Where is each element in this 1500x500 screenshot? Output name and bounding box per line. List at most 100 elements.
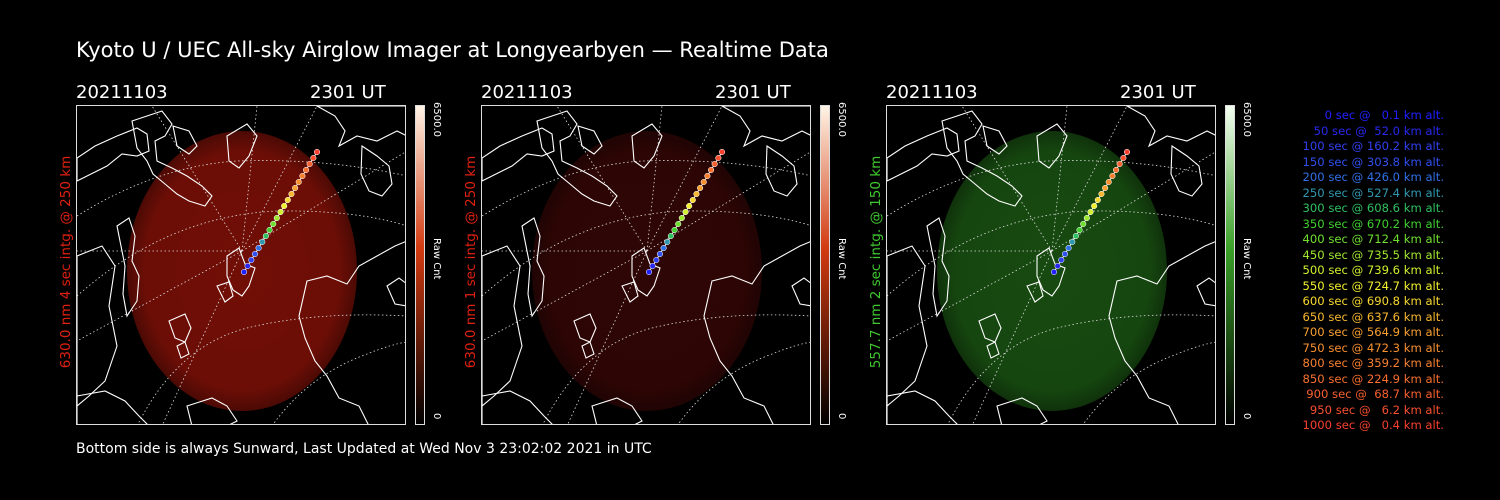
trajectory-point [718, 148, 726, 156]
coastline [1026, 281, 1044, 303]
trajectory-point [292, 184, 299, 192]
trajectory-point [1091, 202, 1098, 210]
coastline [978, 313, 1002, 343]
trajectory-point [1076, 226, 1083, 234]
grid-line [556, 106, 648, 252]
trajectory-point [1050, 268, 1058, 276]
grid-line [77, 250, 243, 342]
coastline [298, 241, 405, 424]
grid-line [646, 106, 723, 252]
trajectory-point [262, 232, 269, 240]
legend-entry: 250 sec @ 527.4 km alt. [1302, 185, 1444, 200]
grid-line [542, 314, 810, 424]
trajectory-point [266, 226, 273, 234]
trajectory-point [1069, 238, 1076, 246]
grid-line [1051, 151, 1215, 252]
footer-note: Bottom side is always Sunward, Last Upda… [76, 441, 652, 457]
trajectory-point [1102, 184, 1109, 192]
trajectory-point [310, 154, 317, 162]
legend-entry: 100 sec @ 160.2 km alt. [1302, 139, 1444, 153]
trajectory-point [1087, 208, 1094, 216]
grid-line [646, 106, 663, 252]
trajectory-point [1120, 154, 1127, 162]
trajectory-point [270, 220, 277, 228]
trajectory-point [284, 196, 291, 204]
grid-line [241, 106, 318, 252]
legend-entry: 0 sec @ 0.1 km alt. [1324, 108, 1444, 122]
trajectory-point [1083, 214, 1090, 222]
trajectory-point [664, 238, 671, 246]
trajectory-point [704, 172, 711, 180]
grid-line [482, 160, 810, 217]
coastline [631, 247, 661, 297]
panel-ylabel: 630.0 nm 1 sec intg. @ 250 km [463, 155, 479, 369]
coastline [386, 277, 405, 307]
coastline [1196, 277, 1215, 307]
legend-entry: 700 sec @ 564.9 km alt. [1302, 325, 1444, 339]
trajectory-point [667, 232, 674, 240]
legend-entry: 50 sec @ 52.0 km alt. [1313, 123, 1444, 138]
coastline [1036, 123, 1068, 169]
coastline [536, 110, 618, 207]
legend-entry: 750 sec @ 472.3 km alt. [1302, 340, 1444, 355]
grid-line [887, 250, 1053, 342]
grid-line [646, 151, 810, 252]
colorbar-unit: Raw Cnt [1241, 238, 1252, 280]
coastline [573, 313, 597, 343]
legend-entry: 300 sec @ 608.6 km alt. [1302, 201, 1444, 215]
coastline [703, 241, 810, 424]
trajectory-point [645, 268, 653, 276]
panel-630nm-1sec: 20211103 2301 UT 630.0 nm 1 sec intg. @ … [463, 80, 901, 440]
grid-line [1051, 106, 1068, 252]
trajectory-point [693, 190, 700, 198]
trajectory-point [313, 148, 321, 156]
colorbar-max: 6500.0 [1241, 102, 1252, 137]
trajectory-point [656, 250, 663, 258]
trajectory-point [649, 262, 656, 270]
trajectory-point [240, 268, 248, 276]
coastline [521, 217, 545, 318]
trajectory-legend: 0 sec @ 0.1 km alt. 50 sec @ 52.0 km alt.… [1262, 108, 1444, 434]
coastline [1170, 144, 1203, 197]
colorbar-unit: Raw Cnt [836, 238, 847, 280]
grid-line [151, 106, 243, 252]
panel-time: 2301 UT [715, 82, 791, 103]
trajectory-point [1123, 148, 1131, 156]
panel-date: 20211103 [481, 82, 573, 103]
colorbar [415, 105, 425, 425]
allsky-svg [482, 106, 810, 424]
trajectory-point [1054, 262, 1061, 270]
grid-line [137, 314, 405, 424]
allsky-svg [887, 106, 1215, 424]
coastline [621, 281, 639, 303]
legend-entry: 600 sec @ 690.8 km alt. [1302, 294, 1444, 308]
coastline [887, 245, 928, 407]
grid-line [482, 250, 648, 342]
coastline [482, 127, 555, 182]
legend-entry: 150 sec @ 303.8 km alt. [1302, 154, 1444, 169]
legend-entry: 400 sec @ 712.4 km alt. [1302, 232, 1444, 246]
panel-date: 20211103 [76, 82, 168, 103]
colorbar-min: 0 [836, 413, 847, 420]
coastline [482, 245, 523, 407]
grid-line [887, 160, 1215, 217]
legend-entry: 450 sec @ 735.5 km alt. [1302, 247, 1444, 262]
coastline [116, 217, 140, 318]
trajectory-point [689, 196, 696, 204]
trajectory-point [1105, 178, 1112, 186]
coastline [216, 281, 234, 303]
trajectory-point [1058, 256, 1065, 264]
grid-line [887, 210, 1215, 297]
coastline [986, 341, 1000, 359]
trajectory-point [299, 172, 306, 180]
colorbar-unit: Raw Cnt [431, 238, 442, 280]
coastline [941, 110, 1023, 207]
panel-date: 20211103 [886, 82, 978, 103]
panel-time: 2301 UT [1120, 82, 1196, 103]
coastline [577, 125, 603, 155]
legend-entry: 350 sec @ 670.2 km alt. [1302, 216, 1444, 231]
colorbar-max: 6500.0 [836, 102, 847, 137]
colorbar [820, 105, 830, 425]
legend-entry: 650 sec @ 637.6 km alt. [1302, 309, 1444, 324]
grid-line [241, 151, 405, 252]
